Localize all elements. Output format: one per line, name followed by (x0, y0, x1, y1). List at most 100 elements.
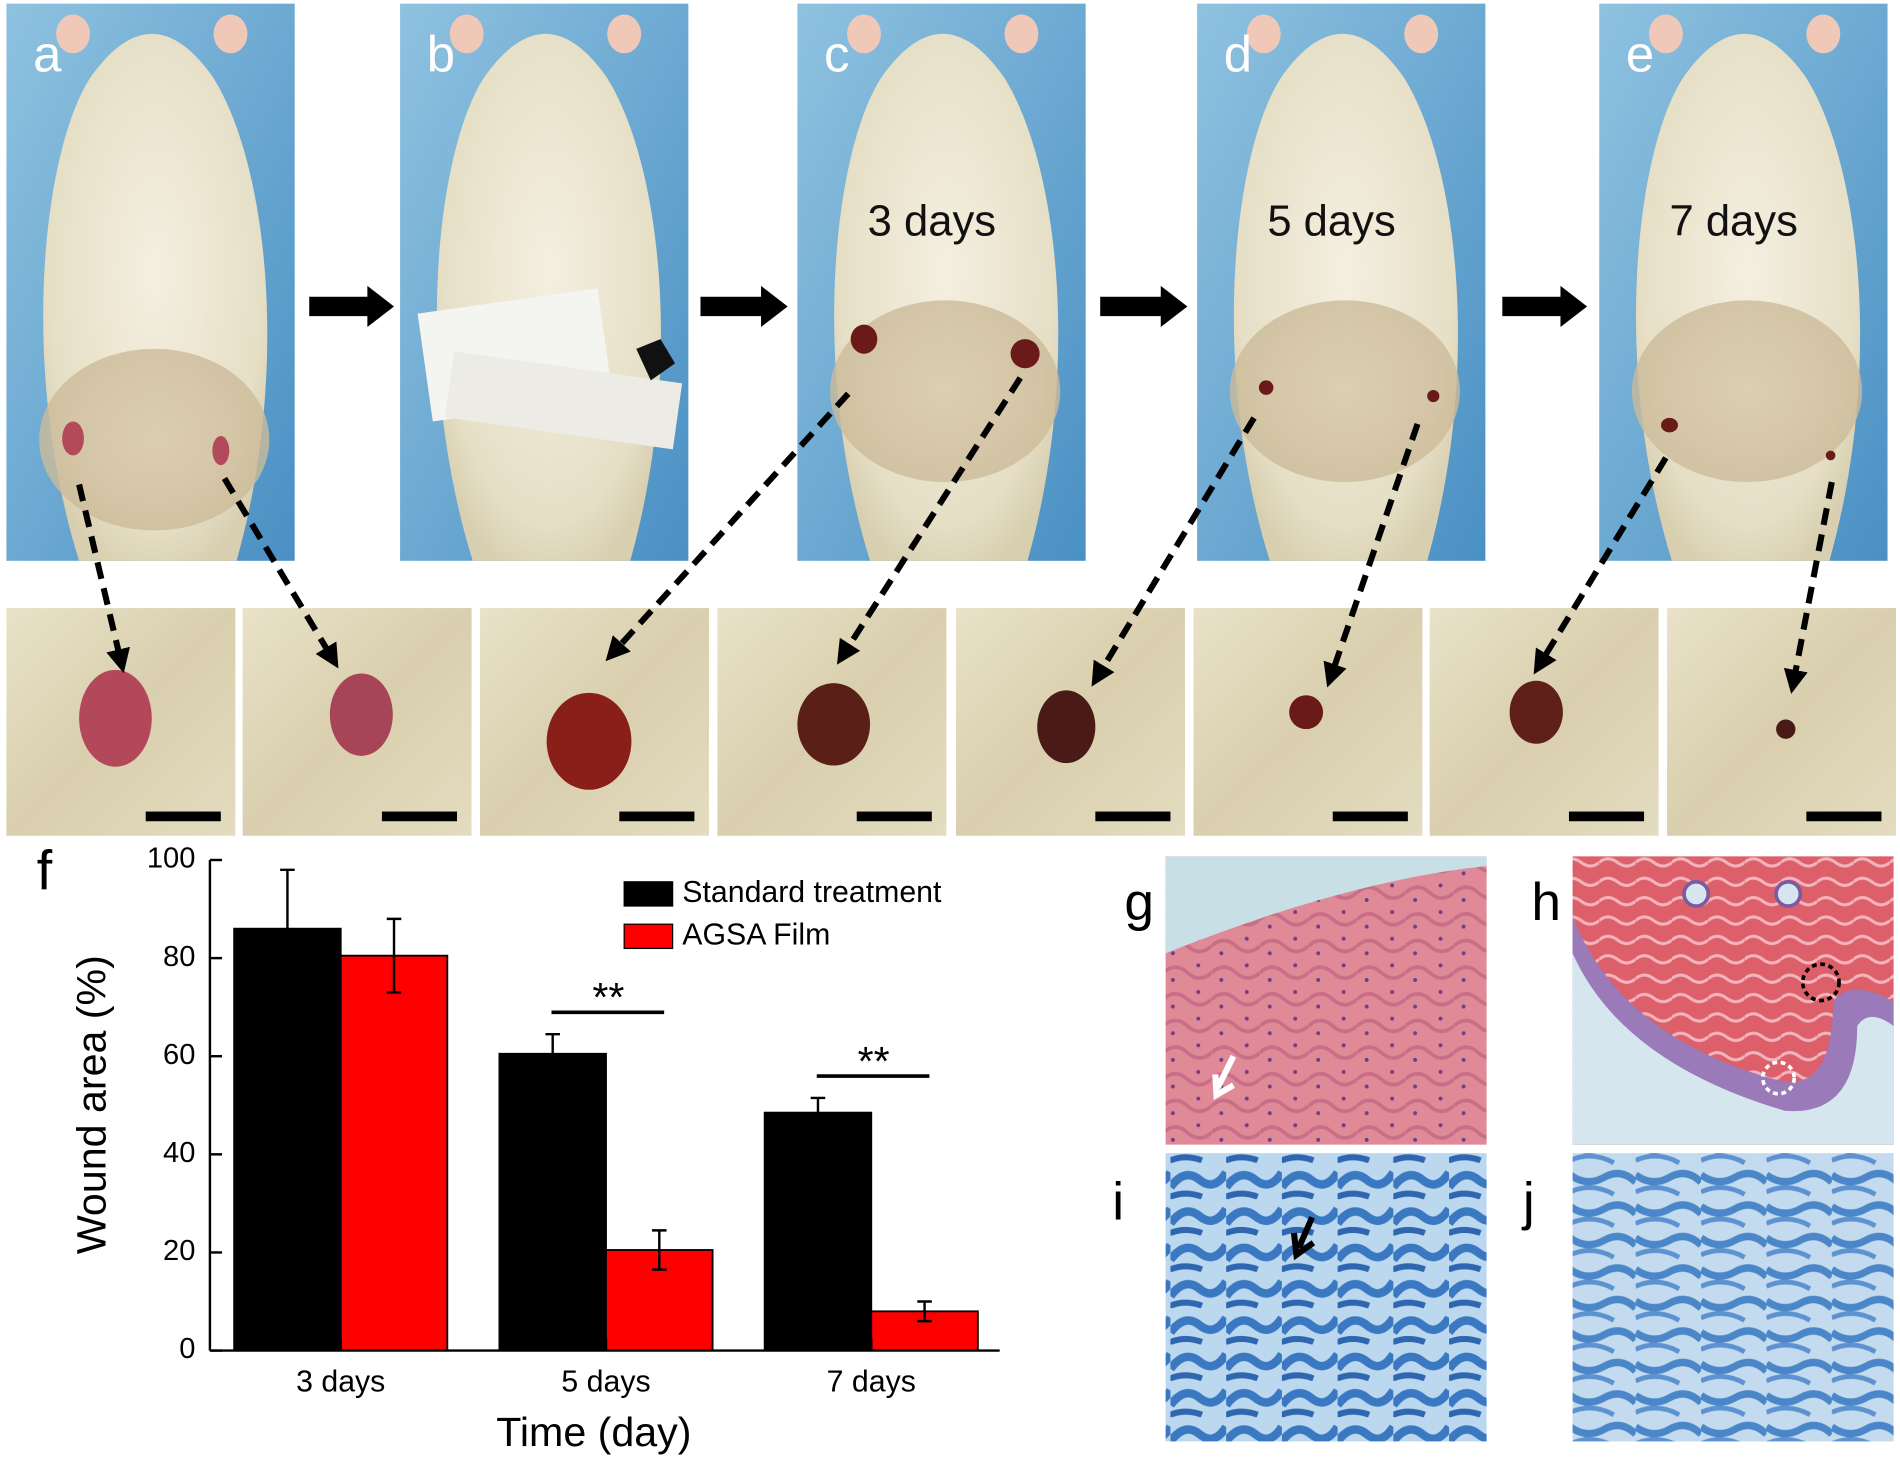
dashed-arrow (76, 483, 130, 674)
wound (797, 683, 871, 766)
dashed-arrow (1091, 416, 1257, 687)
wound (1258, 380, 1274, 395)
panel-label: i (1112, 1172, 1124, 1231)
y-tick-label: 60 (163, 1039, 195, 1071)
error-bar (917, 1300, 932, 1323)
rat-ear (1004, 14, 1039, 54)
wound (1427, 390, 1440, 403)
shaved-skin (1631, 300, 1863, 483)
panel-label: d (1224, 26, 1252, 83)
y-axis-label: Wound area (%) (69, 955, 115, 1254)
gland (1774, 879, 1803, 908)
x-tick-label: 7 days (827, 1365, 916, 1398)
panel-label: g (1124, 873, 1154, 932)
marker-circle (1800, 962, 1841, 1003)
wound (1289, 695, 1324, 730)
bar (498, 1052, 607, 1352)
scale-bar (619, 811, 695, 822)
wound (546, 692, 632, 790)
scale-bar (1095, 811, 1171, 822)
scale-bar (1568, 811, 1645, 822)
wound (1037, 690, 1096, 764)
wound (1661, 417, 1678, 433)
flow-arrow (700, 285, 788, 328)
rat-ear (1648, 14, 1683, 54)
scale-bar (1806, 811, 1882, 822)
wound (212, 436, 230, 466)
tape (444, 351, 683, 450)
rat-ear (847, 14, 881, 54)
wound (1825, 450, 1836, 461)
significance-label: ** (858, 1038, 890, 1084)
dashed-arrow (221, 476, 339, 669)
error-bar (386, 917, 402, 994)
rat-ear (213, 14, 248, 54)
scale-bar (145, 811, 221, 822)
dashed-arrow (605, 391, 851, 662)
panel-label: a (33, 26, 62, 83)
error-bar (545, 1032, 560, 1075)
panel-label: f (37, 839, 53, 901)
flow-arrow (1100, 285, 1188, 328)
wound (79, 669, 152, 767)
error-bar (652, 1229, 667, 1271)
y-tick-label: 0 (179, 1333, 195, 1365)
panel-label: b (427, 26, 455, 83)
wound (329, 673, 393, 756)
black-clip (636, 339, 676, 381)
pointer-arrow (1212, 1054, 1237, 1101)
wound (1010, 339, 1040, 369)
pointer-arrow (1290, 1216, 1316, 1261)
wound (62, 421, 84, 456)
shaved-skin (1229, 300, 1460, 483)
dashed-arrow (1783, 481, 1835, 694)
rat-ear (56, 14, 90, 54)
flow-arrow (309, 285, 395, 328)
panel-label: j (1521, 1172, 1535, 1231)
error-bar (280, 868, 295, 989)
y-tick-label: 100 (147, 843, 196, 875)
dashed-arrow (836, 376, 1023, 665)
y-tick-label: 80 (163, 941, 195, 973)
y-tick-label: 40 (163, 1137, 195, 1169)
rat-ear (1246, 14, 1281, 54)
micrograph (1165, 1153, 1487, 1442)
thumbnail-row (6, 376, 1896, 836)
scale-bar (856, 811, 932, 822)
background-region (1572, 953, 1894, 1145)
x-tick-label: 3 days (296, 1365, 385, 1398)
error-bar (810, 1096, 826, 1129)
legend-label: Standard treatment (682, 876, 942, 909)
panel-label: e (1626, 26, 1654, 83)
gland (1682, 879, 1711, 908)
x-tick-label: 5 days (561, 1365, 650, 1398)
rat-ear (1404, 14, 1439, 54)
dashed-arrow (1533, 456, 1669, 675)
time-caption: 7 days (1669, 198, 1797, 246)
rat-ear (449, 14, 484, 54)
legend-swatch (623, 923, 674, 950)
bar (233, 927, 342, 1352)
y-tick-label: 20 (163, 1235, 195, 1267)
bar (339, 954, 449, 1352)
panel-label: c (824, 26, 849, 83)
shaved-skin (39, 348, 270, 531)
bar (763, 1111, 873, 1352)
legend-swatch (623, 881, 674, 907)
dashed-arrow (1323, 422, 1421, 688)
wound (1509, 680, 1563, 744)
scale-bar (1332, 811, 1408, 822)
panel-label: h (1531, 873, 1561, 932)
legend-label: AGSA Film (682, 918, 830, 951)
marker-circle (1760, 1060, 1797, 1096)
flow-arrow (1502, 285, 1588, 328)
time-caption: 3 days (868, 198, 996, 246)
bar-chart: f 0 20 40 60 80 100 3 days 5 days ** 7 days ** Time … (37, 839, 1000, 1455)
wound (850, 324, 878, 354)
time-caption: 5 days (1267, 198, 1395, 246)
rat-ear (607, 14, 642, 54)
x-axis-label: Time (day) (496, 1409, 691, 1455)
histology: g h i j (1112, 856, 1894, 1442)
